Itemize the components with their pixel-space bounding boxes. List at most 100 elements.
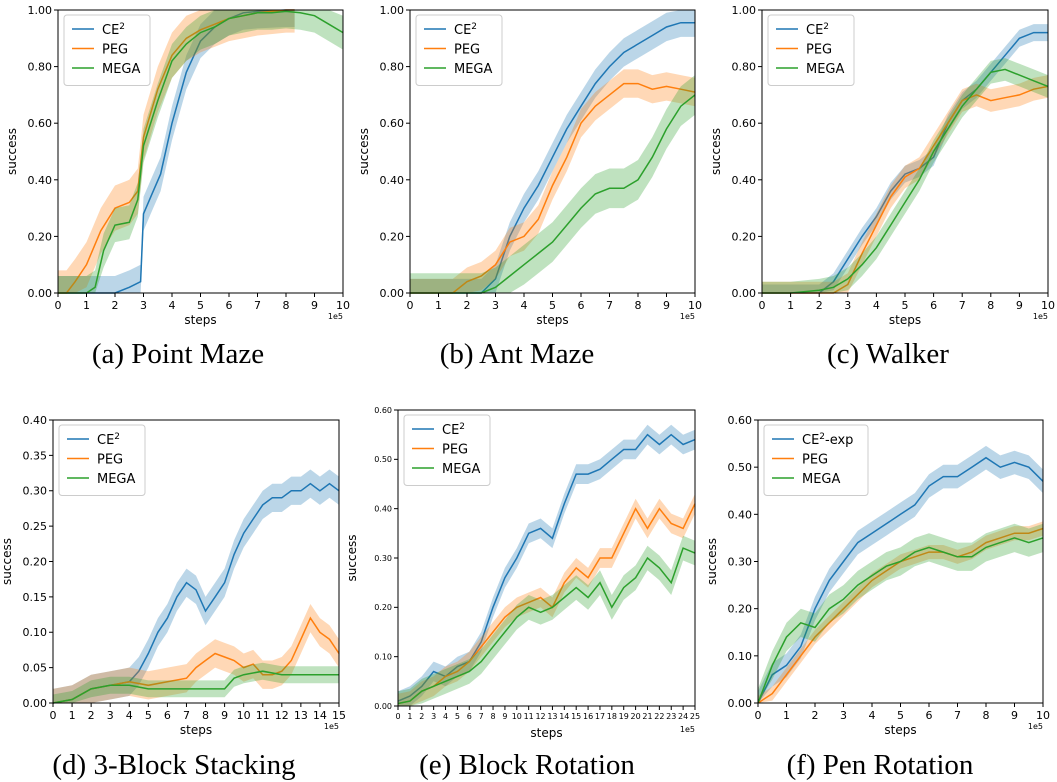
- y-axis-label: success: [709, 128, 723, 175]
- chart-panel-3: 0 1 2 3 4 5 6 7 8 9 10 11 12 13 14 150.000.050.100.150.…: [0, 414, 346, 781]
- x-axis-label: steps: [536, 313, 568, 327]
- x-tick-label: 7: [959, 299, 966, 312]
- legend-superscript: 2: [114, 432, 120, 442]
- x-tick-label: 13: [294, 709, 308, 722]
- legend-label-peg: PEG: [102, 43, 128, 58]
- y-tick-label: 0.20: [380, 230, 405, 243]
- x-tick-label: 3: [840, 709, 847, 722]
- x-tick-label: 4: [869, 709, 876, 722]
- y-tick-label: 0.35: [23, 449, 48, 462]
- legend-label-mega: MEGA: [806, 62, 845, 77]
- x-tick-label: 11: [256, 709, 270, 722]
- x-tick-label: 15: [332, 709, 346, 722]
- series-line-ce: [397, 433, 696, 702]
- legend-label-peg: PEG: [802, 453, 828, 468]
- legend-name: PEG: [442, 443, 468, 458]
- legend-label-peg: PEG: [806, 43, 832, 58]
- y-tick-label: 1.00: [380, 4, 405, 17]
- x-tick-label: 9: [221, 709, 228, 722]
- x-tick-label: 4: [443, 712, 448, 721]
- x-tick-label: 0: [395, 712, 400, 721]
- x-tick-label: 8: [983, 709, 990, 722]
- y-axis-label: success: [705, 538, 719, 585]
- legend-label-ce: CE2: [454, 22, 477, 38]
- x-tick-label: 24: [678, 712, 688, 721]
- x-axis-label: steps: [889, 313, 921, 327]
- y-tick-label: 1.00: [28, 4, 53, 17]
- y-tick-label: 0.30: [23, 485, 48, 498]
- x-tick-label: 0: [50, 709, 57, 722]
- x-tick-label: 4: [521, 299, 528, 312]
- legend-name: CE: [97, 433, 114, 448]
- x-tick-label: 1: [435, 299, 442, 312]
- x-tick-label: 10: [336, 299, 350, 312]
- x-tick-label: 10: [237, 709, 251, 722]
- legend-name: PEG: [806, 43, 832, 58]
- x-exponent-label: 1e5: [1033, 312, 1048, 321]
- y-tick-label: 0.50: [374, 455, 392, 464]
- y-tick-label: 0.40: [728, 508, 753, 521]
- legend-name: PEG: [802, 453, 828, 468]
- legend-name: MEGA: [806, 62, 845, 77]
- x-tick-label: 5: [897, 709, 904, 722]
- legend-label-mega: MEGA: [454, 62, 493, 77]
- y-tick-label: 0.00: [374, 702, 392, 711]
- x-tick-label: 2: [816, 299, 823, 312]
- series-line-peg: [397, 503, 696, 705]
- panel-caption: (a) Point Maze: [92, 338, 264, 370]
- legend-name: MEGA: [102, 62, 141, 77]
- series-line-mega: [58, 10, 344, 294]
- series-band-ce: [53, 469, 339, 703]
- x-tick-label: 1: [69, 709, 76, 722]
- y-tick-label: 0.15: [23, 591, 48, 604]
- y-tick-label: 0.20: [728, 603, 753, 616]
- legend-name: PEG: [102, 43, 128, 58]
- y-tick-label: 0.40: [380, 174, 405, 187]
- x-tick-label: 5: [145, 709, 152, 722]
- legend-label-ce: CE2-exp: [802, 432, 853, 448]
- x-tick-label: 8: [635, 299, 642, 312]
- series-line-mega: [397, 547, 696, 705]
- x-tick-label: 12: [535, 712, 545, 721]
- x-tick-label: 15: [571, 712, 581, 721]
- x-axis-label: steps: [884, 723, 916, 737]
- x-tick-label: 6: [164, 709, 171, 722]
- x-tick-label: 9: [663, 299, 670, 312]
- x-tick-label: 10: [688, 299, 702, 312]
- x-tick-label: 17: [595, 712, 605, 721]
- y-tick-label: 0.00: [23, 697, 48, 710]
- chart-panel-5: 0 1 2 3 4 5 6 7 8 9 10 0.00 0.10 0.20 0.30 0.40 0.50 0.60…: [705, 414, 1050, 781]
- y-tick-label: 0.05: [23, 662, 48, 675]
- series-line-peg: [762, 85, 1049, 294]
- x-tick-label: 5: [549, 299, 556, 312]
- series-line-mega: [757, 537, 1044, 704]
- y-tick-label: 0.60: [728, 414, 753, 427]
- x-tick-label: 3: [431, 712, 436, 721]
- legend-label-mega: MEGA: [442, 462, 481, 477]
- x-tick-label: 22: [654, 712, 664, 721]
- legend-superscript: 2: [459, 422, 465, 432]
- x-tick-label: 2: [464, 299, 471, 312]
- y-tick-label: 0.00: [732, 287, 757, 300]
- y-axis-label: success: [5, 128, 19, 175]
- y-tick-label: 0.30: [374, 554, 392, 563]
- x-tick-label: 1: [787, 299, 794, 312]
- x-tick-label: 20: [631, 712, 641, 721]
- y-tick-label: 0.50: [728, 461, 753, 474]
- x-tick-label: 14: [313, 709, 327, 722]
- legend-superscript: 2: [471, 22, 477, 32]
- y-tick-label: 0.25: [23, 520, 48, 533]
- y-axis-label: success: [357, 128, 371, 175]
- series-band-peg: [758, 521, 1043, 703]
- legend-label-ce: CE2: [806, 22, 829, 38]
- series-line-peg: [52, 616, 340, 704]
- y-tick-label: 0.80: [732, 61, 757, 74]
- x-axis-label: steps: [184, 313, 216, 327]
- x-tick-label: 25: [690, 712, 700, 721]
- x-tick-label: 0: [759, 299, 766, 312]
- x-tick-label: 10: [1036, 709, 1050, 722]
- x-exponent-label: 1e5: [328, 312, 343, 321]
- y-tick-label: 0.60: [374, 406, 392, 415]
- x-tick-label: 8: [283, 299, 290, 312]
